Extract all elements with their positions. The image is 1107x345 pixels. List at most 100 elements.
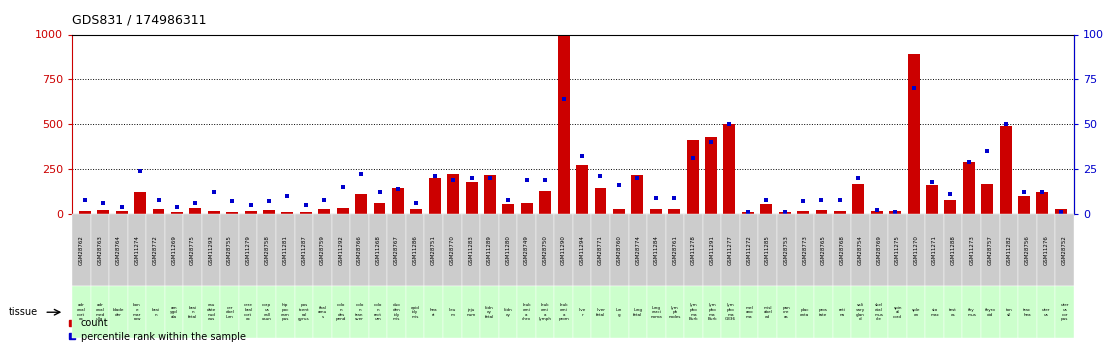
- Point: [610, 183, 628, 188]
- Text: am
ygd
ala: am ygd ala: [170, 306, 178, 319]
- Point: [757, 197, 775, 202]
- Point: [684, 156, 702, 161]
- Text: thyro
oid: thyro oid: [985, 308, 995, 316]
- Bar: [392, 188, 404, 214]
- Text: GSM28773: GSM28773: [803, 235, 807, 265]
- Point: [555, 96, 572, 102]
- Bar: [319, 209, 330, 214]
- Text: lym
ph
nodes: lym ph nodes: [669, 306, 681, 319]
- Point: [537, 177, 555, 183]
- Text: GSM11272: GSM11272: [746, 235, 752, 265]
- Bar: [1018, 196, 1030, 214]
- Bar: [466, 181, 477, 214]
- Bar: [797, 211, 809, 214]
- Text: GSM11274: GSM11274: [134, 235, 139, 265]
- Point: [279, 193, 297, 199]
- Text: bon
e
mar
row: bon e mar row: [133, 303, 141, 321]
- Text: thy
mus: thy mus: [968, 308, 976, 316]
- Text: epid
idy
mis: epid idy mis: [411, 306, 420, 319]
- Bar: [576, 166, 588, 214]
- Bar: [723, 124, 735, 214]
- Text: uter
us: uter us: [1042, 308, 1051, 316]
- Text: liver
fetal: liver fetal: [596, 308, 606, 316]
- Bar: [373, 203, 385, 214]
- Text: GSM28770: GSM28770: [449, 235, 455, 265]
- Text: misl
abel
ed: misl abel ed: [764, 306, 772, 319]
- Bar: [594, 188, 607, 214]
- Point: [241, 202, 259, 208]
- Text: percentile rank within the sample: percentile rank within the sample: [81, 332, 246, 342]
- Text: GSM28761: GSM28761: [672, 235, 677, 265]
- Bar: [245, 211, 257, 214]
- Text: GSM11281: GSM11281: [282, 235, 288, 265]
- Point: [849, 175, 867, 181]
- Text: GSM28768: GSM28768: [839, 235, 845, 265]
- Bar: [852, 184, 865, 214]
- Text: plac
enta: plac enta: [800, 308, 809, 316]
- Text: GSM28762: GSM28762: [79, 235, 84, 265]
- Text: pos
tcent
ral
gyrus: pos tcent ral gyrus: [298, 303, 310, 321]
- Text: GSM11285: GSM11285: [765, 235, 770, 265]
- Point: [904, 86, 922, 91]
- Point: [389, 186, 406, 191]
- Text: sto
mac: sto mac: [930, 308, 939, 316]
- Point: [776, 209, 794, 215]
- Text: GSM28775: GSM28775: [190, 235, 195, 265]
- Point: [444, 177, 462, 183]
- Bar: [1000, 126, 1012, 214]
- Bar: [153, 209, 165, 214]
- Text: lym
pho
ma
G336: lym pho ma G336: [725, 303, 736, 321]
- Point: [887, 209, 904, 215]
- Text: GSM11282: GSM11282: [1006, 235, 1012, 265]
- Point: [499, 197, 517, 202]
- Text: colo
n
rect
um: colo n rect um: [374, 303, 382, 321]
- Text: GSM28774: GSM28774: [635, 235, 640, 265]
- Text: pros
tate: pros tate: [819, 308, 828, 316]
- Bar: [631, 175, 643, 214]
- Point: [591, 174, 609, 179]
- Point: [629, 175, 646, 181]
- Text: lieu
m: lieu m: [448, 308, 456, 316]
- Text: GSM11292: GSM11292: [339, 235, 343, 265]
- Text: GSM11291: GSM11291: [710, 235, 714, 265]
- Text: GSM11275: GSM11275: [896, 235, 900, 265]
- Text: leuk
emi
a
chro: leuk emi a chro: [523, 303, 531, 321]
- Point: [868, 208, 886, 213]
- Text: kidn
ey: kidn ey: [504, 308, 513, 316]
- Text: duo
den
idy
mis: duo den idy mis: [393, 303, 401, 321]
- Bar: [669, 208, 680, 214]
- Point: [794, 199, 811, 204]
- Text: GSM28767: GSM28767: [394, 235, 400, 265]
- Text: live
r: live r: [579, 308, 586, 316]
- Point: [224, 199, 241, 204]
- Text: thal
amu
s: thal amu s: [318, 306, 327, 319]
- Text: lun
g: lun g: [617, 308, 622, 316]
- Bar: [539, 190, 551, 214]
- Text: skel
etal
mus
cle: skel etal mus cle: [875, 303, 883, 321]
- Text: brai
n
fetal: brai n fetal: [188, 306, 197, 319]
- Text: GSM11287: GSM11287: [301, 235, 307, 265]
- Text: GSM11279: GSM11279: [246, 235, 250, 265]
- Text: reti
na: reti na: [838, 308, 846, 316]
- Point: [186, 200, 204, 206]
- Bar: [355, 194, 368, 214]
- Point: [960, 159, 977, 165]
- Text: cer
ebel
lum: cer ebel lum: [226, 306, 234, 319]
- Bar: [428, 178, 441, 214]
- Text: GSM11293: GSM11293: [208, 235, 214, 265]
- Text: GSM28764: GSM28764: [116, 235, 121, 265]
- Point: [831, 197, 849, 202]
- Point: [721, 121, 738, 127]
- Bar: [889, 211, 901, 214]
- Text: mel
ano
ma: mel ano ma: [745, 306, 753, 319]
- Point: [996, 121, 1014, 127]
- Point: [665, 195, 683, 200]
- Bar: [816, 210, 827, 214]
- Text: GSM11283: GSM11283: [468, 235, 474, 265]
- Text: cere
bral
cort
ex: cere bral cort ex: [244, 303, 252, 321]
- Text: GSM28771: GSM28771: [598, 235, 603, 265]
- Bar: [558, 36, 570, 214]
- Point: [297, 202, 314, 208]
- Point: [518, 177, 536, 183]
- Text: GSM11276: GSM11276: [1044, 235, 1048, 265]
